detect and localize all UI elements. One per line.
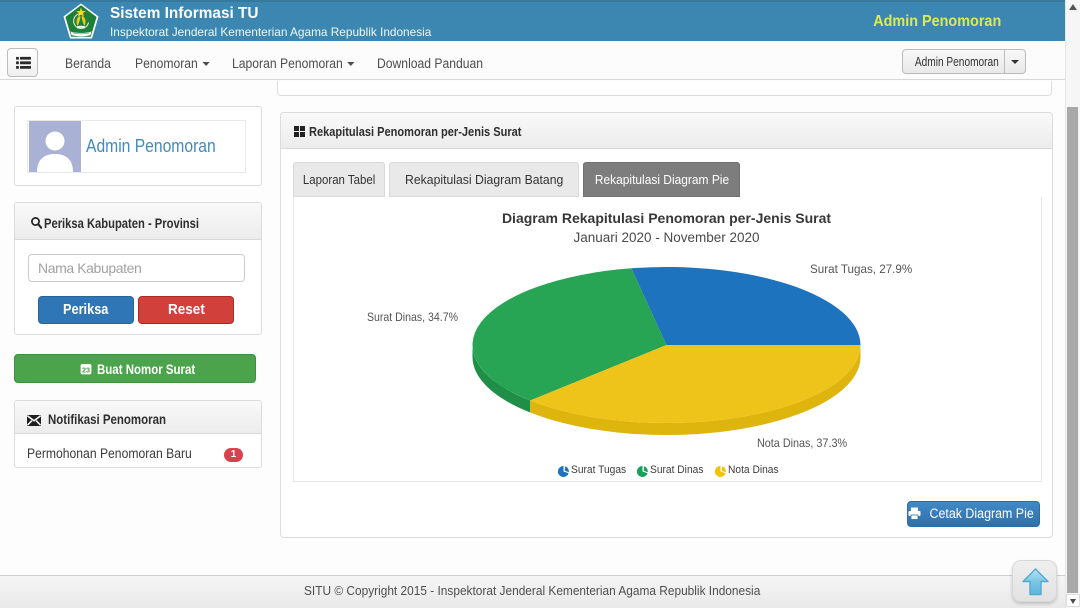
svg-text:23: 23 <box>82 365 90 374</box>
